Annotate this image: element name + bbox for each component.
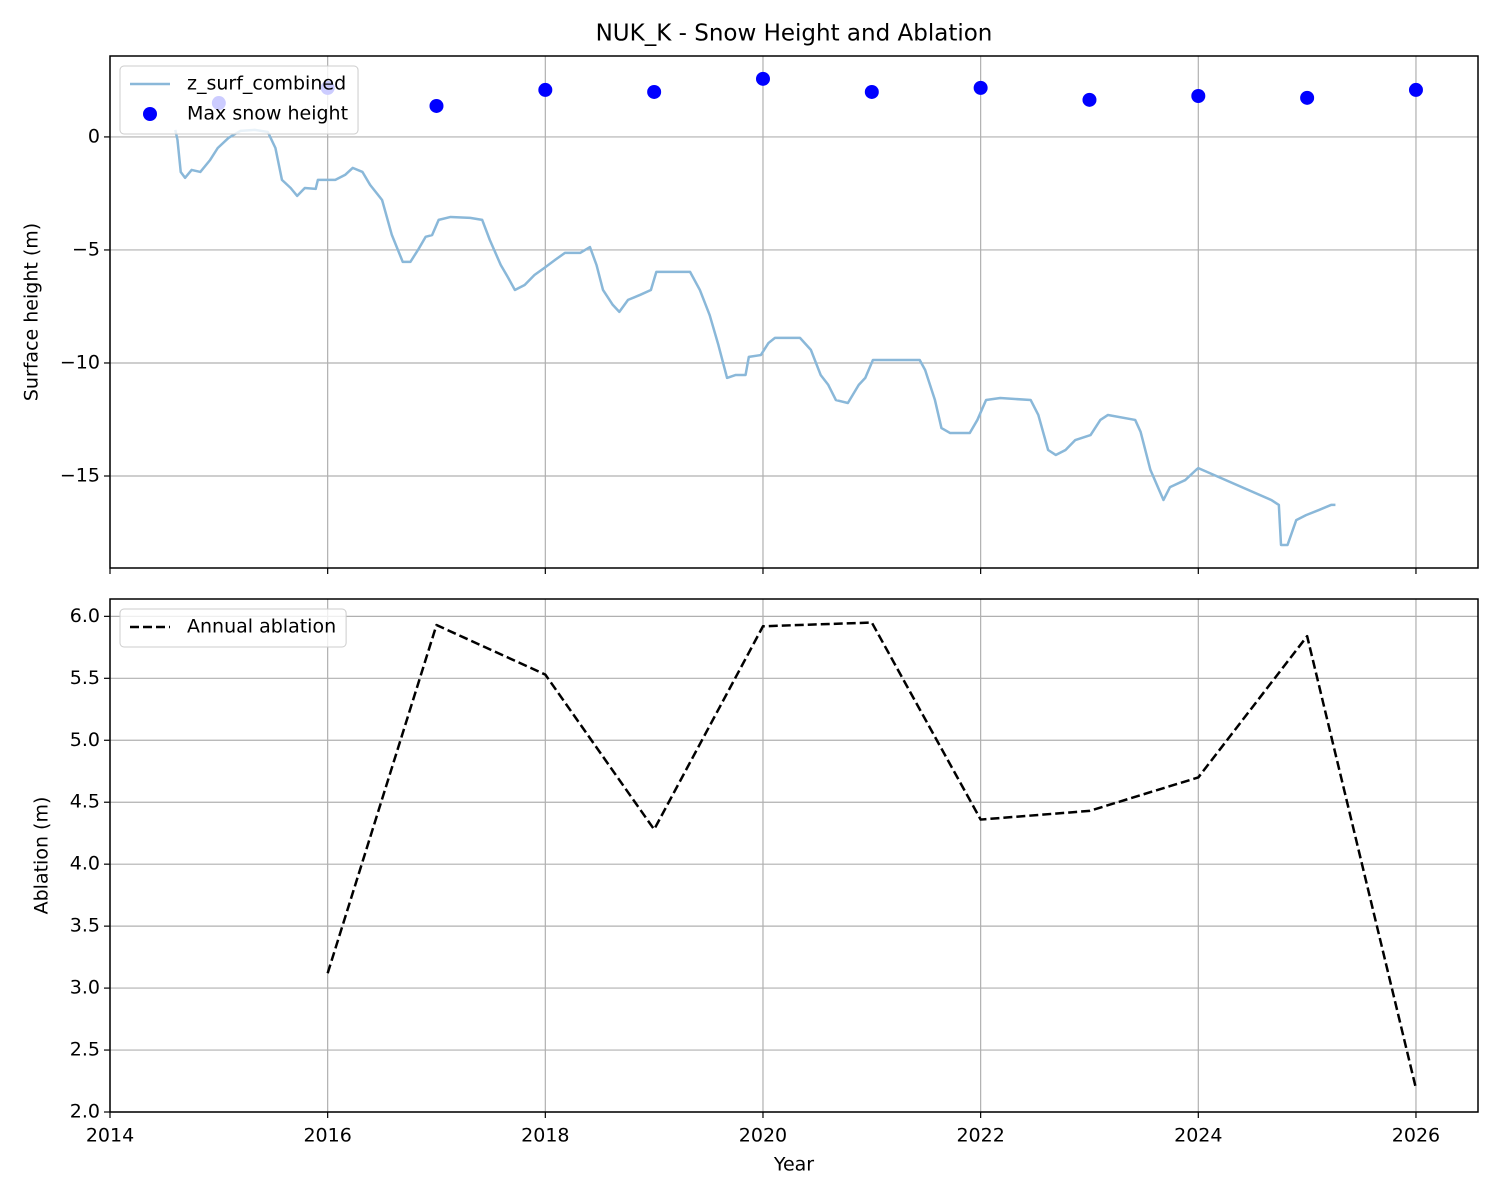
data-point — [647, 84, 662, 99]
y-tick-label: −10 — [60, 351, 100, 373]
data-point — [864, 84, 879, 99]
data-point — [429, 98, 444, 113]
data-point — [973, 80, 988, 95]
data-line — [174, 128, 1336, 547]
y-axis-label: Surface height (m) — [21, 223, 43, 401]
chart-title: NUK_K - Snow Height and Ablation — [596, 21, 993, 47]
y-tick-label: 5.5 — [70, 667, 100, 689]
x-tick-label: 2026 — [1392, 1125, 1440, 1147]
y-axis-label: Ablation (m) — [31, 797, 53, 915]
legend: z_surf_combined Max snow height — [119, 65, 359, 135]
y-tick-label: 2.0 — [70, 1101, 100, 1123]
x-tick-label: 2024 — [1174, 1125, 1222, 1147]
legend: Annual ablation — [119, 608, 347, 648]
legend-label: Annual ablation — [187, 616, 336, 638]
y-tick-label: 2.5 — [70, 1039, 100, 1061]
axes-frame — [109, 55, 1479, 569]
x-axis-label: Year — [773, 1154, 814, 1176]
data-point — [1191, 89, 1206, 104]
legend-label: z_surf_combined — [187, 73, 346, 95]
y-tick-label: −15 — [60, 464, 100, 486]
data-point — [1300, 90, 1315, 105]
y-tick-label: 0 — [88, 125, 100, 147]
y-tick-label: 3.5 — [70, 915, 100, 937]
data-point — [755, 71, 770, 86]
legend-box — [119, 65, 359, 135]
data-point — [1408, 82, 1423, 97]
x-tick-label: 2016 — [303, 1125, 351, 1147]
y-tick-label: −5 — [72, 238, 100, 260]
y-tick-label: 6.0 — [70, 605, 100, 627]
data-point — [538, 82, 553, 97]
y-tick-label: 4.5 — [70, 791, 100, 813]
x-tick-label: 2018 — [521, 1125, 569, 1147]
axes-frame — [109, 598, 1479, 1113]
x-tick-label: 2020 — [739, 1125, 787, 1147]
x-tick-label: 2014 — [86, 1125, 134, 1147]
y-tick-label: 5.0 — [70, 729, 100, 751]
y-tick-label: 3.0 — [70, 977, 100, 999]
x-tick-label: 2022 — [956, 1125, 1004, 1147]
y-tick-label: 4.0 — [70, 853, 100, 875]
data-line — [326, 621, 1418, 1089]
data-point — [1082, 92, 1097, 107]
legend-label: Max snow height — [187, 103, 348, 125]
legend-marker — [143, 107, 157, 121]
legend-box — [119, 608, 347, 648]
